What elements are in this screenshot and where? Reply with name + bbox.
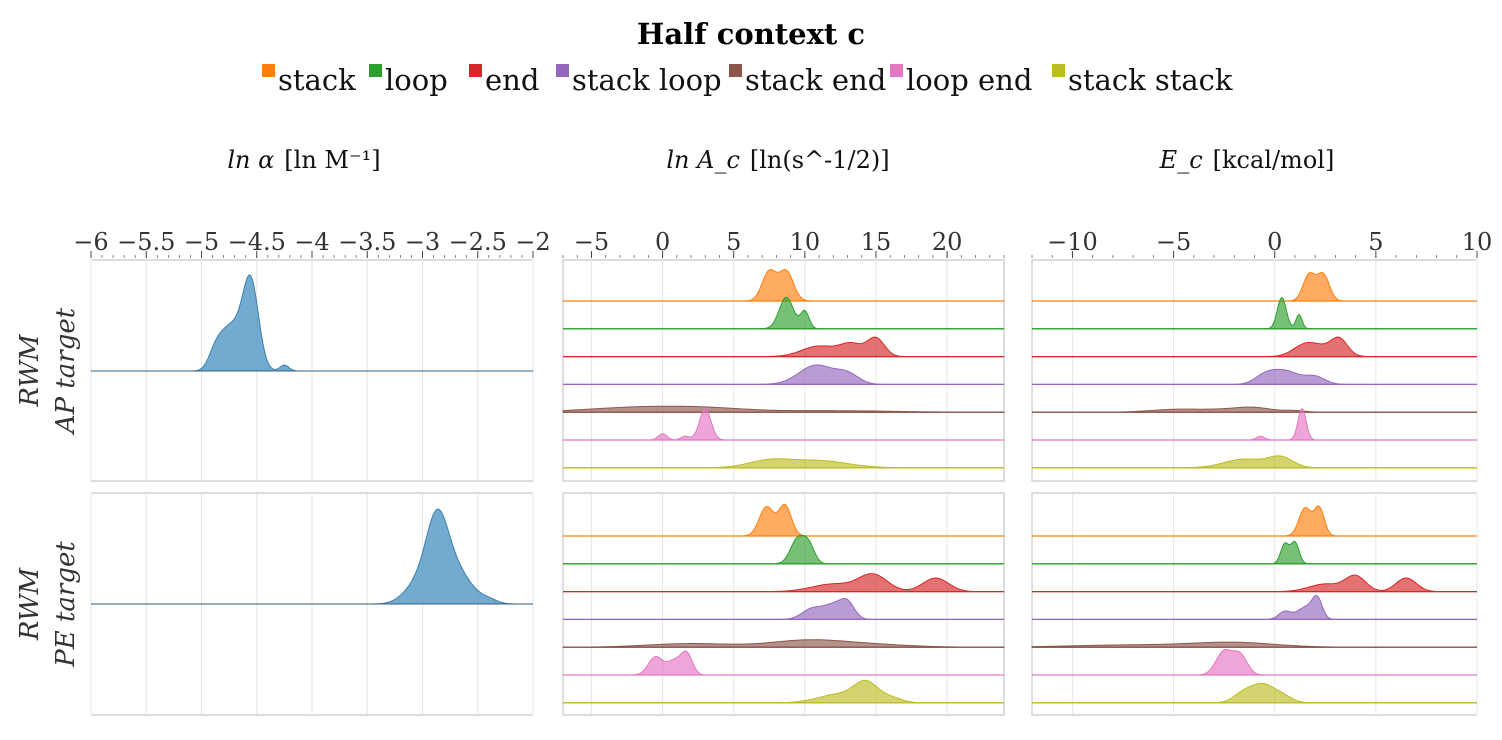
panel-r1-c0 — [90, 492, 534, 716]
tick-label: 10 — [1462, 228, 1493, 256]
axis-title-0: ln α [ln M⁻¹] — [227, 146, 380, 174]
axis-title-2: E_c [kcal/mol] — [1159, 146, 1335, 174]
x-axis-0: −6 −5.5 −5 −4.5 −4 −3.5 −3 −2.5 −2 — [73, 228, 551, 258]
axis-title-main: E_c — [1159, 146, 1203, 174]
tick-label: −4 — [294, 228, 329, 256]
legend-label: stack stack — [1068, 63, 1233, 97]
panel-r0-c0 — [90, 259, 534, 482]
axis-title-1: ln A_c [ln(s^-1/2)] — [666, 146, 889, 174]
panels: −6 −5.5 −5 −4.5 −4 −3.5 −3 −2.5 −2 −5 0 5 10 15 20 −10−… — [73, 228, 1493, 716]
legend-swatch-loop — [369, 64, 382, 77]
tick-label: 5 — [726, 228, 741, 256]
tick-label: 0 — [655, 228, 670, 256]
x-axis-1: −5 0 5 10 15 20 — [562, 228, 1005, 258]
legend-swatch-stack-stack — [1052, 64, 1065, 77]
legend-label: stack loop — [572, 63, 722, 97]
tick-label: 20 — [932, 228, 963, 256]
legend-swatch-stack-end — [729, 64, 742, 77]
ridge-stack-end — [562, 639, 1005, 648]
axis-title-main: ln α — [227, 146, 274, 174]
panel-r1-c2 — [1031, 492, 1478, 716]
tick-label: −2.5 — [449, 228, 507, 256]
tick-label: −2 — [515, 228, 550, 256]
tick-label: −4.5 — [228, 228, 286, 256]
tick-label: −10 — [1047, 228, 1098, 256]
legend-label: loop — [385, 63, 448, 97]
tick-label: −3.5 — [338, 228, 396, 256]
panel-r0-c1 — [562, 259, 1005, 482]
row-label-line1: RWM — [15, 333, 45, 408]
axis-title-unit: [ln(s^-1/2)] — [750, 146, 890, 174]
axis-title-main: ln A_c — [666, 146, 740, 174]
tick-label: 10 — [790, 228, 821, 256]
tick-label: −5 — [574, 228, 609, 256]
row-label-line1: RWM — [15, 566, 45, 641]
legend-swatch-loop-end — [890, 64, 903, 77]
row-label-0: RWM AP target — [15, 307, 81, 435]
tick-label: −5 — [184, 228, 219, 256]
panel-frame — [1031, 492, 1478, 716]
axis-title-unit: [kcal/mol] — [1213, 146, 1335, 174]
tick-label: −6 — [73, 228, 108, 256]
axis-title-unit: [ln M⁻¹] — [284, 146, 380, 174]
tick-label: −3 — [405, 228, 440, 256]
row-label-line2: PE target — [51, 541, 81, 668]
legend-label: loop end — [906, 63, 1032, 97]
legend-swatch-end — [469, 64, 482, 77]
row-label-line2: AP target — [51, 307, 81, 435]
tick-label: 5 — [1368, 228, 1383, 256]
legend: stack loop end stack loop stack end loop end s… — [262, 63, 1233, 97]
panel-frame — [1031, 259, 1478, 482]
tick-label: −5 — [1156, 228, 1191, 256]
legend-swatch-stack — [262, 64, 275, 77]
legend-swatch-stack-loop — [556, 64, 569, 77]
tick-label: −5.5 — [117, 228, 175, 256]
tick-label: 0 — [1267, 228, 1282, 256]
figure-title: Half context c — [637, 17, 865, 51]
panel-r0-c2 — [1031, 259, 1478, 482]
row-label-1: RWM PE target — [15, 541, 81, 668]
tick-label: 15 — [861, 228, 892, 256]
legend-label: end — [485, 63, 539, 97]
legend-label: stack end — [745, 63, 886, 97]
legend-label: stack — [278, 63, 356, 97]
x-axis-2: −10 −5 0 5 10 — [1031, 228, 1493, 258]
column-axis-labels: ln α [ln M⁻¹] ln A_c [ln(s^-1/2)] E_c [kcal/m… — [227, 146, 1334, 174]
panel-r1-c1 — [562, 492, 1005, 716]
